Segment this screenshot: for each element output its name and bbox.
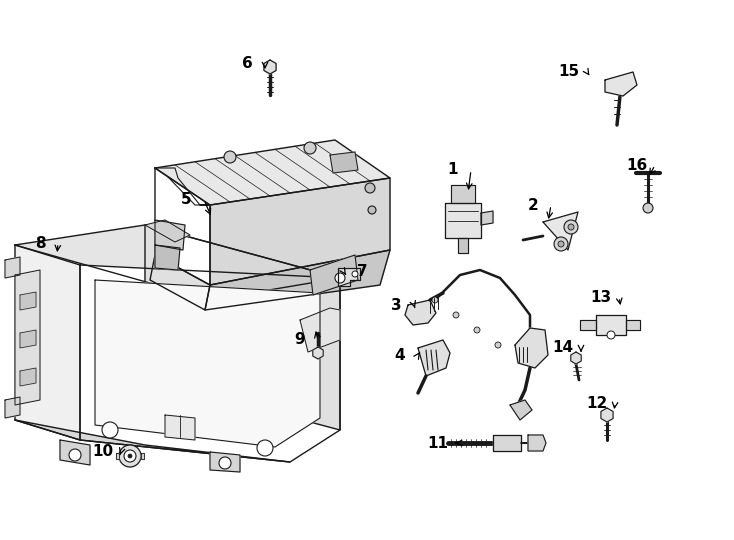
Circle shape — [432, 297, 438, 303]
Polygon shape — [20, 330, 36, 348]
Circle shape — [128, 454, 132, 458]
Polygon shape — [150, 255, 210, 310]
Polygon shape — [205, 250, 390, 310]
Polygon shape — [481, 211, 493, 225]
Text: 5: 5 — [181, 192, 192, 207]
Text: 6: 6 — [241, 56, 252, 71]
Circle shape — [643, 203, 653, 213]
Text: 3: 3 — [390, 298, 401, 313]
Circle shape — [102, 422, 118, 438]
Polygon shape — [155, 140, 390, 205]
Circle shape — [224, 151, 236, 163]
Polygon shape — [310, 255, 358, 295]
Polygon shape — [451, 185, 475, 203]
Circle shape — [119, 445, 141, 467]
Circle shape — [474, 327, 480, 333]
Polygon shape — [5, 397, 20, 418]
Circle shape — [335, 273, 345, 283]
Text: 13: 13 — [590, 289, 611, 305]
Polygon shape — [20, 368, 36, 386]
Polygon shape — [165, 415, 195, 440]
Polygon shape — [116, 453, 119, 459]
Text: 2: 2 — [528, 198, 538, 213]
Polygon shape — [145, 220, 190, 242]
Polygon shape — [418, 340, 450, 376]
Circle shape — [607, 331, 615, 339]
Circle shape — [365, 183, 375, 193]
Polygon shape — [338, 268, 360, 286]
Polygon shape — [210, 178, 390, 285]
Polygon shape — [155, 220, 185, 250]
Text: 15: 15 — [559, 64, 580, 79]
Polygon shape — [95, 280, 320, 447]
Text: 16: 16 — [626, 158, 647, 172]
Polygon shape — [330, 152, 358, 173]
Polygon shape — [60, 440, 90, 465]
Polygon shape — [300, 308, 340, 352]
Polygon shape — [15, 270, 40, 405]
Text: 7: 7 — [357, 265, 367, 280]
Polygon shape — [141, 453, 144, 459]
Circle shape — [554, 237, 568, 251]
Polygon shape — [528, 435, 546, 451]
Polygon shape — [155, 245, 180, 270]
Polygon shape — [313, 347, 323, 359]
Polygon shape — [626, 320, 640, 330]
Circle shape — [69, 449, 81, 461]
Text: 9: 9 — [294, 333, 305, 348]
Polygon shape — [264, 60, 276, 74]
Text: 1: 1 — [448, 163, 458, 178]
Polygon shape — [510, 400, 532, 420]
Polygon shape — [580, 320, 596, 330]
Polygon shape — [155, 168, 210, 285]
Polygon shape — [210, 452, 240, 472]
Text: 14: 14 — [553, 341, 573, 355]
Polygon shape — [493, 435, 521, 451]
Circle shape — [568, 224, 574, 230]
Polygon shape — [80, 265, 340, 462]
Circle shape — [495, 342, 501, 348]
Polygon shape — [15, 420, 290, 462]
Polygon shape — [20, 292, 36, 310]
Polygon shape — [15, 225, 340, 300]
Polygon shape — [15, 245, 80, 440]
Text: 10: 10 — [92, 444, 114, 460]
Circle shape — [257, 440, 273, 456]
Polygon shape — [605, 72, 637, 96]
Polygon shape — [145, 225, 340, 430]
Polygon shape — [571, 352, 581, 364]
Circle shape — [124, 450, 136, 462]
Text: 11: 11 — [427, 435, 448, 450]
Polygon shape — [515, 328, 548, 368]
Circle shape — [352, 271, 358, 277]
Polygon shape — [405, 300, 436, 325]
Circle shape — [558, 241, 564, 247]
Polygon shape — [445, 203, 481, 238]
Polygon shape — [596, 315, 626, 335]
Polygon shape — [458, 238, 468, 253]
Circle shape — [304, 142, 316, 154]
Text: 8: 8 — [34, 235, 46, 251]
Circle shape — [453, 312, 459, 318]
Polygon shape — [601, 408, 613, 422]
Text: 4: 4 — [395, 348, 405, 362]
Circle shape — [564, 220, 578, 234]
Polygon shape — [543, 212, 578, 250]
Circle shape — [368, 206, 376, 214]
Circle shape — [219, 457, 231, 469]
Text: 12: 12 — [586, 395, 608, 410]
Polygon shape — [5, 257, 20, 278]
